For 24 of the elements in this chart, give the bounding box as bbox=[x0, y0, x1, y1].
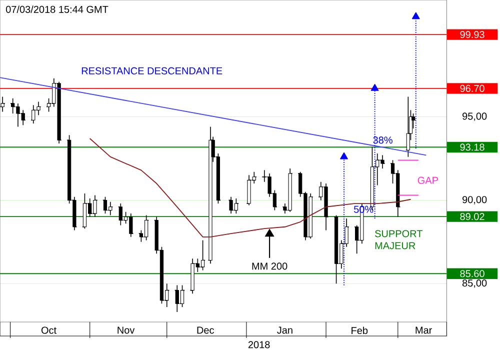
x-tick-label: Feb bbox=[352, 326, 368, 334]
y-tick-label: 95,00 bbox=[462, 112, 487, 121]
x-tick-label: Oct bbox=[41, 326, 56, 334]
candlestick bbox=[0, 96, 4, 112]
candlestick bbox=[406, 96, 410, 158]
x-tick-label: Jan bbox=[277, 326, 292, 334]
x-tick-label: Mar bbox=[416, 326, 432, 334]
chart-title: 07/03/2018 15:44 GMT bbox=[6, 6, 108, 13]
ref-line-label: 96.70 bbox=[460, 84, 484, 92]
ref-line-label: 99.93 bbox=[460, 30, 484, 38]
annotation: MM 200 bbox=[252, 262, 288, 270]
x-tick-label: Dec bbox=[197, 326, 214, 334]
ref-line-label: 85.60 bbox=[460, 270, 484, 278]
ref-line-label: 93.18 bbox=[460, 144, 484, 151]
y-tick-label: 85,00 bbox=[462, 279, 487, 288]
annotation: RESISTANCE DESCENDANTE bbox=[82, 67, 222, 74]
text: 2018 bbox=[248, 341, 270, 348]
annotation: SUPPORT MAJEUR bbox=[375, 230, 422, 250]
annotation: GAP bbox=[418, 176, 438, 184]
y-tick-label: 90,00 bbox=[462, 196, 487, 204]
ref-line-label: 89.02 bbox=[460, 213, 484, 220]
annotation: 38% bbox=[373, 136, 392, 144]
candlestick bbox=[208, 126, 212, 264]
x-tick-label: Nov bbox=[118, 326, 135, 334]
